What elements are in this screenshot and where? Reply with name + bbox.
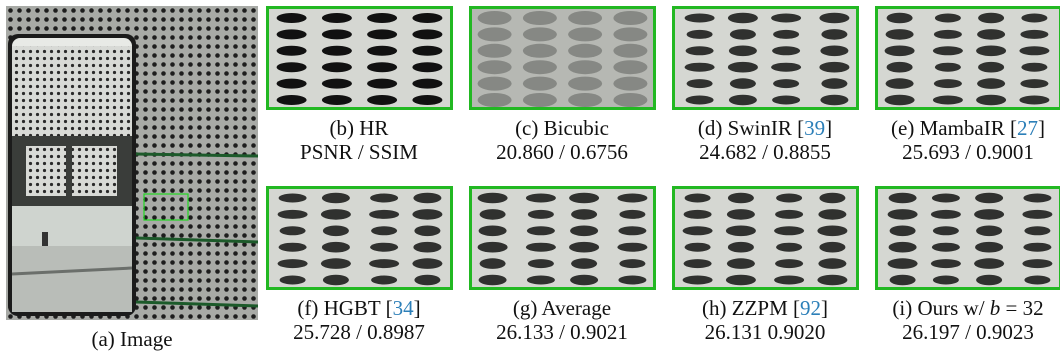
caption-metrics: 25.728 / 0.8987 — [293, 320, 425, 344]
crop-f — [266, 186, 453, 290]
crop-graphic — [675, 9, 856, 107]
citation-link[interactable]: 92 — [800, 296, 821, 320]
caption-label: (b) HR — [259, 116, 459, 140]
caption-label: (i) Ours w/ b = 32 — [868, 296, 1060, 320]
crop-graphic — [472, 189, 653, 287]
caption-metrics: 26.133 / 0.9021 — [496, 320, 628, 344]
caption-metrics: 26.131 0.9020 — [704, 320, 826, 344]
caption-method: (h) ZZPM [ — [702, 296, 800, 320]
crop-g — [469, 186, 656, 290]
crop-b — [266, 6, 453, 110]
caption-metrics: 24.682 / 0.8855 — [699, 140, 831, 164]
caption-c: (c) Bicubic 20.860 / 0.6756 — [462, 116, 662, 164]
caption-method: (c) Bicubic — [515, 116, 609, 140]
caption-method: (e) MambaIR [ — [891, 116, 1017, 140]
citation-bracket: ] — [413, 296, 421, 320]
caption-math: b — [989, 296, 1001, 320]
crop-graphic — [472, 9, 653, 107]
caption-main: (a) Image — [91, 327, 173, 351]
crop-h — [672, 186, 859, 290]
citation-bracket: ] — [821, 296, 828, 320]
crop-i — [875, 186, 1060, 290]
caption-label: (h) ZZPM [92] — [665, 296, 865, 320]
main-image-graphic — [6, 6, 258, 320]
crop-e — [875, 6, 1060, 110]
citation-link[interactable]: 27 — [1016, 116, 1038, 140]
caption-label: (d) SwinIR [39] — [665, 116, 865, 140]
caption-e: (e) MambaIR [27] 25.693 / 0.9001 — [868, 116, 1060, 164]
caption-metrics: PSNR / SSIM — [300, 140, 418, 164]
caption-metrics: 20.860 / 0.6756 — [496, 140, 628, 164]
citation-bracket: ] — [1037, 116, 1045, 140]
crop-graphic — [878, 189, 1059, 287]
caption-label: (c) Bicubic — [462, 116, 662, 140]
caption-method: (f) HGBT [ — [297, 296, 393, 320]
caption-method: (i) Ours w/ — [892, 296, 990, 320]
caption-b: (b) HR PSNR / SSIM — [259, 116, 459, 164]
caption-metrics: 26.197 / 0.9023 — [902, 320, 1034, 344]
caption-label: (e) MambaIR [27] — [868, 116, 1060, 140]
caption-i: (i) Ours w/ b = 32 26.197 / 0.9023 — [868, 296, 1060, 344]
caption-math-rest: = 32 — [1000, 296, 1044, 320]
caption-g: (g) Average 26.133 / 0.9021 — [462, 296, 662, 344]
caption-h: (h) ZZPM [92] 26.131 0.9020 — [665, 296, 865, 344]
citation-link[interactable]: 39 — [804, 116, 826, 140]
crop-c — [469, 6, 656, 110]
crop-graphic — [269, 189, 450, 287]
citation-link[interactable]: 34 — [392, 296, 414, 320]
crop-graphic — [878, 9, 1059, 107]
crop-graphic — [269, 9, 450, 107]
caption-label: (g) Average — [462, 296, 662, 320]
caption-method: (b) HR — [329, 116, 389, 140]
main-image — [6, 6, 258, 320]
caption-method: (g) Average — [512, 296, 612, 320]
crop-graphic — [675, 189, 856, 287]
crop-d — [672, 6, 859, 110]
caption-d: (d) SwinIR [39] 24.682 / 0.8855 — [665, 116, 865, 164]
caption-f: (f) HGBT [34] 25.728 / 0.8987 — [259, 296, 459, 344]
caption-label: (f) HGBT [34] — [259, 296, 459, 320]
caption-metrics: 25.693 / 0.9001 — [902, 140, 1034, 164]
caption-method: (d) SwinIR [ — [697, 116, 805, 140]
citation-bracket: ] — [825, 116, 833, 140]
